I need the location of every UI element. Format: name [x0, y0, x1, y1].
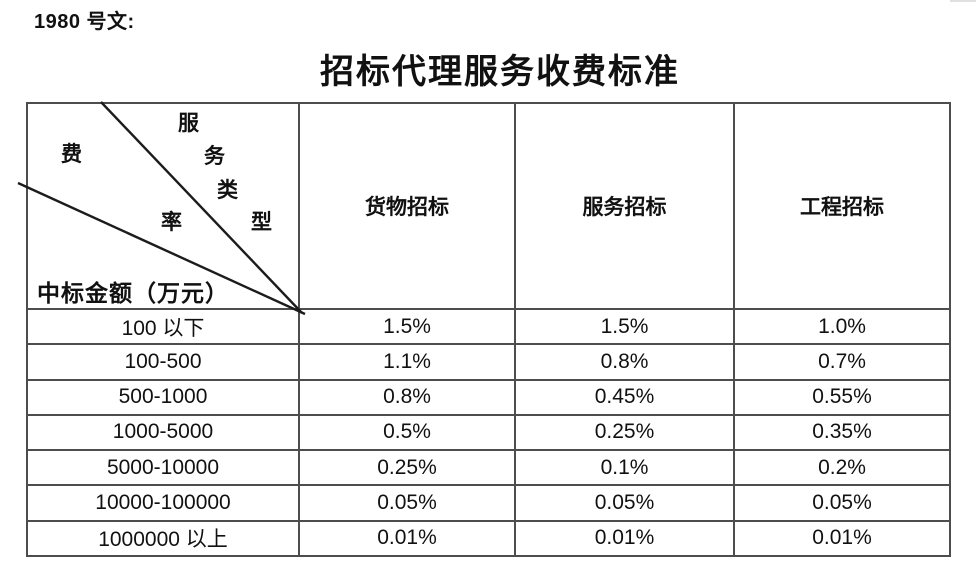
doc-number-label: 1980 号文:	[34, 11, 135, 33]
fee-value-cell: 1.5%	[298, 307, 516, 346]
fee-value-cell: 1.1%	[298, 343, 516, 381]
fee-table-body: 100 以下 1.5% 1.5% 1.0% 100-500 1.1% 0.8% 0.7% 500…	[26, 307, 951, 558]
column-header-engineering: 工程招标	[733, 102, 951, 310]
fee-value-cell: 0.05%	[733, 484, 951, 522]
corner-type-char: 务	[204, 144, 225, 168]
fee-value-cell: 0.05%	[514, 484, 735, 522]
row-range-cell: 1000-5000	[26, 413, 300, 452]
column-header-service: 服务招标	[514, 102, 735, 310]
fee-value-cell: 0.7%	[733, 343, 951, 381]
table-row: 5000-10000 0.25% 0.1% 0.2%	[26, 449, 951, 487]
page-title: 招标代理服务收费标准	[320, 54, 680, 91]
fee-table: 服 务 类 型 费 率 中标金额（万元） 货物招标 服务招标 工程招标 100 …	[17, 101, 951, 558]
corner-type-char: 类	[217, 178, 238, 202]
corner-header-cell: 服 务 类 型 费 率 中标金额（万元）	[17, 101, 306, 316]
row-range-cell: 500-1000	[26, 378, 300, 416]
corner-rate-char: 率	[161, 210, 182, 234]
row-range-cell: 100-500	[26, 343, 300, 381]
fee-value-cell: 0.2%	[733, 449, 951, 487]
fee-value-cell: 0.8%	[514, 343, 735, 381]
corner-type-char: 型	[251, 210, 272, 234]
fee-value-cell: 0.55%	[733, 378, 951, 416]
fee-value-cell: 0.25%	[514, 413, 735, 452]
fee-value-cell: 0.1%	[514, 449, 735, 487]
fee-value-cell: 1.5%	[514, 307, 735, 346]
row-range-cell: 100 以下	[26, 307, 300, 346]
fee-value-cell: 0.05%	[298, 484, 516, 522]
fee-value-cell: 0.5%	[298, 413, 516, 452]
fee-value-cell: 0.01%	[733, 519, 951, 558]
fee-value-cell: 0.8%	[298, 378, 516, 416]
table-row: 100-500 1.1% 0.8% 0.7%	[26, 343, 951, 381]
table-row: 1000-5000 0.5% 0.25% 0.35%	[26, 413, 951, 452]
fee-value-cell: 0.35%	[733, 413, 951, 452]
column-header-goods: 货物招标	[298, 102, 516, 310]
table-row: 10000-100000 0.05% 0.05% 0.05%	[26, 484, 951, 522]
row-range-cell: 10000-100000	[26, 484, 300, 522]
corner-row-axis-label: 中标金额（万元）	[37, 281, 229, 306]
corner-fee-char: 费	[61, 142, 82, 166]
fee-value-cell: 1.0%	[733, 307, 951, 346]
page-edge-artifact	[950, 0, 976, 2]
table-row: 100 以下 1.5% 1.5% 1.0%	[26, 307, 951, 346]
corner-type-char: 服	[178, 111, 199, 135]
header-row: 服 务 类 型 费 率 中标金额（万元） 货物招标 服务招标 工程招标	[17, 101, 951, 316]
fee-value-cell: 0.25%	[298, 449, 516, 487]
table-row: 500-1000 0.8% 0.45% 0.55%	[26, 378, 951, 416]
fee-value-cell: 0.01%	[298, 519, 516, 558]
row-range-cell: 1000000 以上	[26, 519, 300, 558]
row-range-cell: 5000-10000	[26, 449, 300, 487]
table-row: 1000000 以上 0.01% 0.01% 0.01%	[26, 519, 951, 558]
fee-value-cell: 0.01%	[514, 519, 735, 558]
fee-value-cell: 0.45%	[514, 378, 735, 416]
